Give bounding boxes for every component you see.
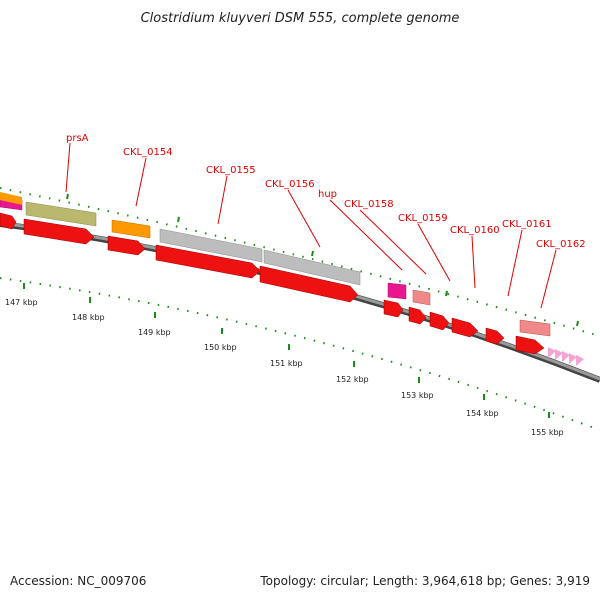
upper-feature-row [0,192,551,337]
repeat-arrowhead [555,349,563,360]
scale-minor-ticks [0,277,600,431]
scale-label-152: 152 kbp [336,375,369,384]
CKL_0155-cds-arrow [155,244,261,279]
gene-label-prsA: prsA [66,133,89,144]
hup-cds-arrow [383,299,404,318]
scale-label-155: 155 kbp [531,428,564,437]
repeat-arrowhead [562,351,570,362]
gene-label-CKL_0154: CKL_0154 [123,147,173,158]
hup-feature [387,282,407,300]
upper-major-tick [311,250,314,257]
CKL_0161-cds-arrow [485,327,505,345]
prsA-cds-arrow [23,218,95,245]
scale-label-147: 147 kbp [5,298,38,307]
CKL_0154-cds-arrow [107,235,146,256]
prsA-leader [65,142,71,193]
gene-label-CKL_0162: CKL_0162 [536,239,586,250]
upper-major-tick [576,320,579,327]
scale-label-153: 153 kbp [401,391,434,400]
CKL_0155-leader [217,175,228,225]
gene-label-CKL_0160: CKL_0160 [450,225,500,236]
upper-minor-ticks [0,187,600,337]
CKL_0159-leader [417,223,451,282]
repeat-arrowhead [569,353,577,364]
prsA-feature [25,201,97,227]
CKL_0156-cds-arrow [259,265,359,303]
scale-ruler: 147 kbp 148 kbp 149 kbp 150 kbp 151 kbp … [0,277,600,437]
CKL_0162-cds-arrow [515,335,545,355]
repeat-arrowhead [576,355,584,366]
orange-feature [0,192,22,205]
map-title: Clostridium kluyveri DSM 555, complete g… [141,11,460,26]
upper-major-tick [177,216,180,223]
upper-major-tick [66,193,69,200]
gene-label-CKL_0158: CKL_0158 [344,199,394,210]
upper-tick-track [0,187,600,337]
gene-label-hup: hup [318,189,337,200]
upper-major-tick [445,290,448,297]
CKL_0160-leader [471,235,476,289]
scale-label-151: 151 kbp [270,359,303,368]
CKL_0156-leader [287,189,321,248]
scale-label-154: 154 kbp [466,409,499,418]
CKL_0158-leader [359,209,427,275]
gene-label-CKL_0161: CKL_0161 [502,219,552,230]
CKL_0156-feature [263,249,361,286]
gene-label-CKL_0156: CKL_0156 [265,179,315,190]
CKL_0161-leader [507,229,523,297]
CKL_0162-feature [519,319,551,337]
CKL_0162-leader [540,249,557,309]
hup-leader [329,199,403,271]
scale-label-150: 150 kbp [204,343,237,352]
gene-label-CKL_0155: CKL_0155 [206,165,256,176]
CKL_0159-cds-arrow [429,311,450,331]
CKL_0158-feature [412,289,431,306]
gene-labels: prsA CKL_0154 CKL_0155 CKL_0156 hup CKL_… [65,133,586,309]
CKL_0160-cds-arrow [451,317,479,338]
topology-text: Topology: circular; Length: 3,964,618 bp… [259,574,590,588]
repeat-arrowhead [548,347,556,358]
cds-arrow [0,212,17,230]
cds-row [0,212,584,366]
scale-label-149: 149 kbp [138,328,171,337]
CKL_0158-cds-arrow [408,306,427,325]
CKL_0155-feature [159,228,263,263]
CKL_0154-leader [135,157,147,207]
scale-label-148: 148 kbp [72,313,105,322]
gene-label-CKL_0159: CKL_0159 [398,213,448,224]
CKL_0154-feature [111,219,151,239]
accession-text: Accession: NC_009706 [10,574,146,588]
